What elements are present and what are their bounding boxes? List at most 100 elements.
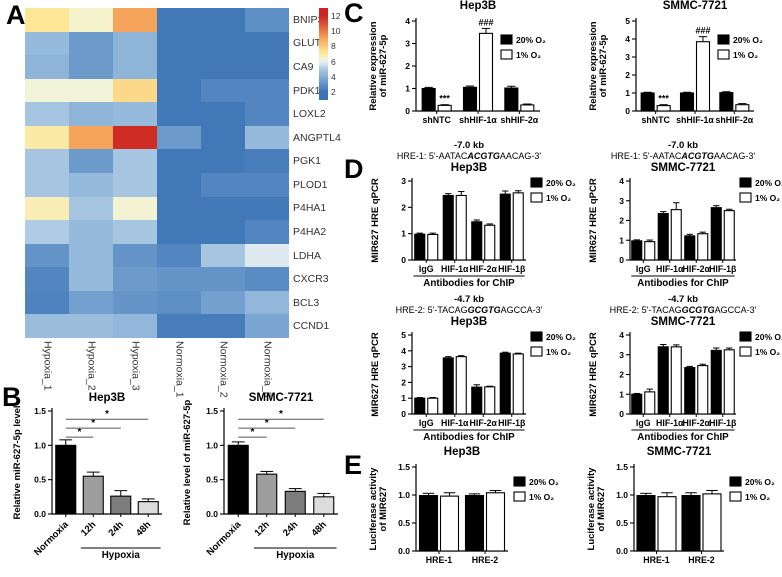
chart-plot: 0.0 0.5 1.0 1.5 Relative level of miR-627-5p… — [182, 399, 338, 561]
legend-swatch — [717, 49, 730, 60]
chart-title: SMMC-7721 — [248, 392, 314, 404]
bar — [256, 473, 278, 515]
colorbar-tick-label: 2 — [331, 87, 336, 98]
legend-swatch — [530, 346, 543, 357]
bar — [644, 391, 656, 415]
legend-swatch — [729, 476, 742, 487]
bar — [499, 352, 511, 415]
bar — [631, 240, 643, 261]
x-tick-label: HRE-2 — [688, 555, 715, 565]
chart-title: Hep3B — [450, 162, 488, 174]
heatmap-column-label-text: Hypoxia_1 — [41, 341, 54, 391]
y-tick-label: 0.0 — [206, 509, 218, 519]
sequence-prefix: HRE-2: 5'-TACAG — [395, 305, 468, 315]
colorbar-tick-label: 6 — [331, 56, 336, 67]
heatmap-cell — [157, 31, 201, 56]
chart-title: Hep3B — [459, 0, 497, 12]
legend-swatch — [717, 34, 730, 45]
heatmap-cell — [25, 102, 69, 126]
sequence-prefix: HRE-1: 5'-AATAC — [610, 151, 682, 161]
bar — [484, 224, 496, 261]
heatmap-column-label-text: Hypoxia_3 — [129, 341, 142, 391]
x-tick-label: 48h — [310, 519, 329, 538]
bar — [657, 213, 669, 261]
x-tick-label: IgG — [636, 264, 651, 274]
heatmap-cell — [157, 8, 201, 32]
heatmap-cell — [245, 125, 289, 150]
heatmap-cell — [157, 196, 201, 221]
heatmap-cell — [245, 290, 289, 315]
bar — [735, 104, 750, 112]
y-axis-label: Luciferase activity — [368, 467, 379, 551]
heatmap-cell — [201, 78, 245, 103]
bar — [512, 192, 524, 261]
heatmap-cell — [245, 314, 289, 338]
panel-label-a: A — [6, 0, 26, 30]
y-axis-label: MIR627 HRE qPCR — [370, 178, 381, 263]
legend-swatch — [739, 346, 752, 357]
bar — [697, 365, 709, 415]
y-tick-label: 4 — [619, 176, 624, 186]
heatmap-cell — [157, 149, 201, 173]
heatmap-gene-label: PGK1 — [293, 155, 322, 168]
chart-plot: 0 1 2 3 4 5 Relative expression of miR-627-5p sh… — [588, 16, 763, 125]
legend-label: 20% O₂ — [755, 332, 782, 342]
bar — [137, 501, 159, 515]
x-group-label: Antibodies for ChIP — [637, 432, 729, 443]
significance-annotation: ### — [695, 26, 710, 36]
heatmap-cell — [157, 243, 201, 268]
bar — [284, 490, 306, 515]
y-tick-label: 3 — [619, 196, 624, 206]
x-tick-label: HIF-1β — [709, 264, 737, 274]
heatmap-cell — [113, 220, 157, 244]
heatmap-column-label-text: Normoxia_1 — [173, 341, 186, 398]
heatmap-grid — [25, 8, 289, 338]
bar — [719, 92, 734, 112]
heatmap-cell — [69, 220, 113, 244]
y-axis-label: MIR627 HRE qPCR — [370, 332, 381, 417]
y-tick-label: 4 — [625, 34, 630, 44]
y-axis-label: Relative miR-627-5p level — [12, 405, 23, 519]
bar — [636, 495, 656, 552]
heatmap-cell — [69, 31, 113, 56]
y-tick-label: 1 — [401, 393, 406, 403]
heatmap-gene-label: CCND1 — [293, 320, 330, 333]
significance-annotation: *** — [658, 94, 669, 104]
heatmap-cell — [113, 290, 157, 315]
x-tick-label: shHIF-1α — [676, 115, 714, 125]
bar — [110, 495, 132, 515]
heatmap-cell — [201, 196, 245, 221]
x-tick-label: HIF-1β — [498, 264, 526, 274]
heatmap-cell — [69, 267, 113, 291]
bar — [418, 495, 439, 552]
bar — [55, 444, 77, 515]
y-tick-label: 0.0 — [398, 546, 410, 556]
heatmap-cell — [25, 78, 69, 103]
y-tick-label: 3 — [619, 350, 624, 360]
heatmap-cell — [25, 290, 69, 315]
sequence-suffix: AGCCA-3' — [714, 305, 757, 315]
heatmap-cell — [113, 78, 157, 103]
bar — [427, 397, 439, 415]
x-tick-label: HIF-1α — [441, 264, 469, 274]
heatmap-cell — [25, 172, 69, 197]
heatmap-cell — [157, 220, 201, 244]
heatmap-cell — [157, 78, 201, 103]
bar — [640, 92, 655, 112]
legend-label: 1% O₂ — [529, 492, 554, 502]
heatmap-cell — [69, 314, 113, 338]
y-axis-label: MIR627 HRE qPCR — [588, 332, 599, 417]
chart-header: -4.7 kb HRE-2: 5'-TACAGGCGTGAGCCA-3' SMMC-… — [585, 294, 781, 329]
significance-star: * — [91, 418, 95, 429]
bar — [464, 495, 485, 552]
heatmap-cell — [25, 8, 69, 32]
y-tick-label: 1.0 — [398, 490, 410, 500]
y-tick-label: 0.5 — [616, 518, 628, 528]
heatmap-cell — [25, 196, 69, 221]
heatmap-column-label-text: Hypoxia_2 — [85, 341, 98, 391]
bar — [439, 495, 460, 552]
bar — [437, 104, 452, 112]
y-tick-label: 2 — [405, 61, 410, 71]
chart-header: -7.0 kb HRE-1: 5'-AATACACGTGAACAG-3' Hep3B — [363, 140, 575, 175]
bar — [471, 386, 483, 415]
